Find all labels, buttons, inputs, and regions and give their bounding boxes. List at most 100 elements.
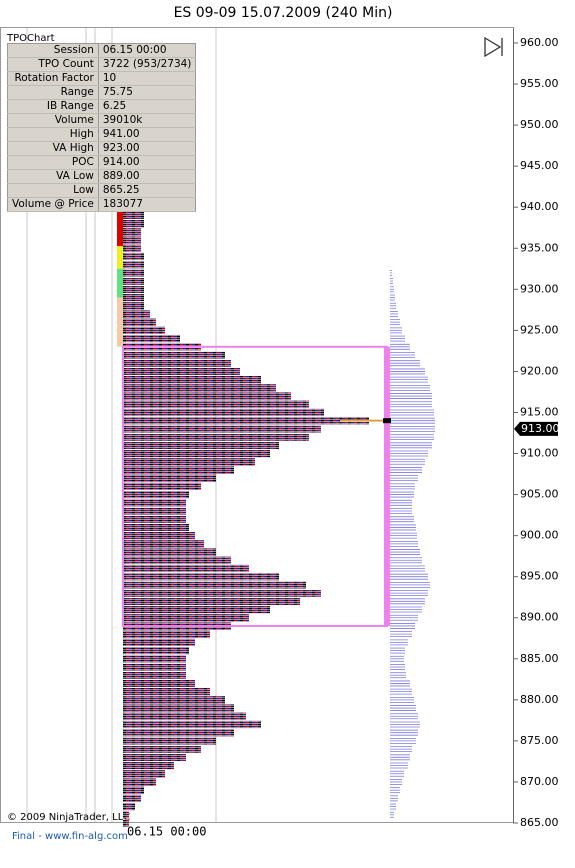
tpo-row <box>123 729 234 737</box>
play-icon[interactable] <box>484 36 503 58</box>
tpo-row <box>123 269 144 277</box>
tpo-row <box>123 745 201 753</box>
info-value: 865.25 <box>98 183 196 198</box>
y-tick-label: 870.00 <box>520 775 559 788</box>
tpo-row <box>123 737 216 745</box>
info-value: 06.15 00:00 <box>98 43 196 58</box>
tpo-row <box>123 384 276 392</box>
info-value: 941.00 <box>98 127 196 142</box>
info-value: 39010k <box>98 113 196 128</box>
y-tick-label: 875.00 <box>520 734 559 747</box>
info-row: VA Low 889.00 <box>7 169 196 184</box>
copyright: © 2009 NinjaTrader, LLC <box>7 812 130 823</box>
tpo-row <box>123 392 291 400</box>
tpo-row <box>123 507 186 515</box>
y-tick-label: 940.00 <box>520 200 559 213</box>
info-key: Volume <box>7 113 99 128</box>
poc-marker <box>383 418 391 424</box>
info-row: Range 75.75 <box>7 85 196 100</box>
y-tick-label: 885.00 <box>520 652 559 665</box>
info-key: IB Range <box>7 99 99 114</box>
info-row: POC 914.00 <box>7 155 196 170</box>
tpo-row <box>123 466 234 474</box>
tpo-row <box>123 753 186 761</box>
y-tick-label: 945.00 <box>520 159 559 172</box>
tpo-row <box>123 211 144 220</box>
tpo-row <box>123 704 234 712</box>
last-price-label: 913.00 <box>521 422 560 435</box>
tpo-row <box>123 688 210 696</box>
tpo-row <box>123 490 189 499</box>
info-key: Volume @ Price <box>7 197 99 212</box>
tpo-row <box>123 277 144 285</box>
tpo-row <box>123 712 246 720</box>
tpo-row <box>123 671 186 679</box>
tpo-row <box>123 326 165 334</box>
tpo-row <box>123 318 156 326</box>
tpo-row <box>123 252 144 261</box>
tpo-row <box>123 302 144 310</box>
tpo-row <box>123 802 135 811</box>
info-key: VA Low <box>7 169 99 184</box>
y-tick-label: 890.00 <box>520 611 559 624</box>
info-value: 923.00 <box>98 141 196 156</box>
tpo-row <box>123 285 144 293</box>
tpo-row <box>123 770 165 778</box>
tpo-row <box>123 474 216 482</box>
y-tick-label: 925.00 <box>520 323 559 336</box>
y-tick-label: 880.00 <box>520 693 559 706</box>
tpo-row <box>123 359 231 367</box>
tpo-row <box>123 778 156 786</box>
tpo-row <box>123 696 225 704</box>
tpo-row <box>123 441 279 449</box>
tpo-row <box>123 630 210 638</box>
info-value: 10 <box>98 71 196 86</box>
chart-title: ES 09-09 15.07.2009 (240 Min) <box>174 5 393 21</box>
info-row: TPO Count 3722 (953/2734) <box>7 57 196 72</box>
tpo-row <box>123 646 189 655</box>
y-tick-label: 910.00 <box>520 447 559 460</box>
info-value: 183077 <box>98 197 196 212</box>
value-area-bar <box>384 346 390 626</box>
ib-band <box>117 246 123 269</box>
tpo-row <box>123 367 240 376</box>
tpo-row <box>123 564 249 573</box>
tpo-row <box>123 417 369 425</box>
tpo-row <box>123 532 195 540</box>
y-tick-label: 930.00 <box>520 282 559 295</box>
y-tick-label: 915.00 <box>520 405 559 418</box>
tpo-row <box>123 614 249 622</box>
tpo-row <box>123 376 261 384</box>
tpo-row <box>123 605 270 614</box>
tpo-row <box>123 548 216 556</box>
panel-label: TPOChart <box>6 33 55 44</box>
tpo-row <box>123 638 195 646</box>
y-tick-label: 950.00 <box>520 118 559 131</box>
info-value: 75.75 <box>98 85 196 100</box>
last-price-box <box>514 421 558 436</box>
info-table: Session 06.15 00:00 TPO Count 3722 (953/273… <box>7 43 197 212</box>
tpo-row <box>123 433 309 441</box>
info-key: VA High <box>7 141 99 156</box>
info-row: IB Range 6.25 <box>7 99 196 114</box>
tpo-row <box>123 244 141 252</box>
tpo-row <box>123 794 141 802</box>
tpo-row <box>123 425 321 433</box>
info-row: Rotation Factor 10 <box>7 71 196 86</box>
info-key: POC <box>7 155 99 170</box>
tpo-row <box>123 400 309 408</box>
footer-link[interactable]: Final - www.fin-alg.com <box>12 831 128 842</box>
tpo-row <box>123 761 174 770</box>
info-value: 3722 (953/2734) <box>98 57 196 72</box>
info-value: 6.25 <box>98 99 196 114</box>
ib-band <box>117 297 123 347</box>
info-row: High 941.00 <box>7 127 196 142</box>
tpo-row <box>123 458 255 466</box>
tpo-row <box>123 261 144 269</box>
tpo-row <box>123 220 144 228</box>
info-key: TPO Count <box>7 57 99 72</box>
tpo-row <box>123 236 141 244</box>
ib-band <box>117 268 123 298</box>
tpo-row <box>123 573 279 581</box>
info-row: VA High 923.00 <box>7 141 196 156</box>
